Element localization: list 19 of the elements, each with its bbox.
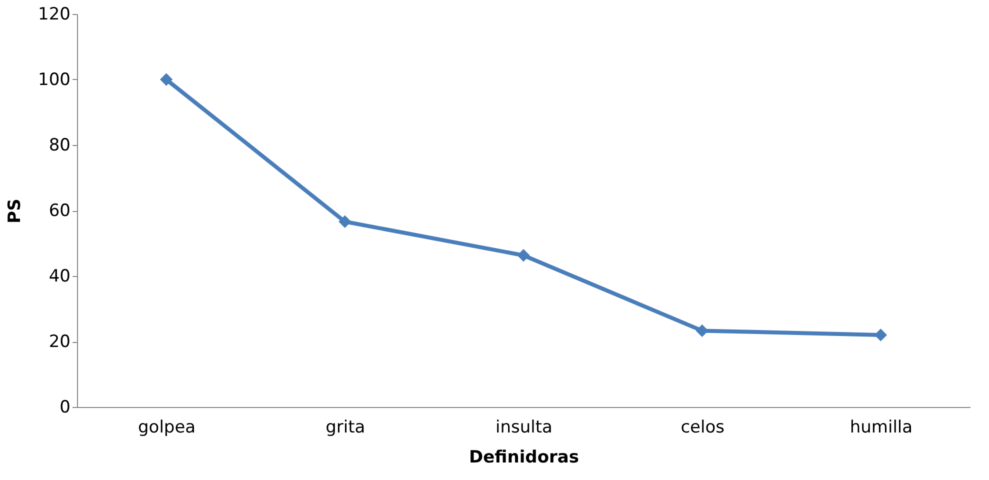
x-axis-title: Definidoras xyxy=(469,448,579,468)
y-tick-label: 80 xyxy=(48,136,70,156)
x-tick-label: grita xyxy=(326,418,366,438)
y-tick-label: 100 xyxy=(38,70,70,90)
x-tick-label: insulta xyxy=(496,418,552,438)
x-tick-label: celos xyxy=(680,418,725,438)
point xyxy=(338,215,352,228)
y-tick-label: 120 xyxy=(38,4,70,24)
point xyxy=(874,328,888,342)
point xyxy=(160,73,173,86)
y-tick-label: 60 xyxy=(48,201,70,221)
y-tick-label: 20 xyxy=(48,332,70,352)
y-tick-label: 40 xyxy=(48,266,70,286)
x-tick-label: golpea xyxy=(138,418,196,438)
x-tick-label: humilla xyxy=(850,418,913,438)
point xyxy=(517,249,530,262)
y-axis-title: PS xyxy=(5,198,26,224)
point xyxy=(696,324,708,338)
y-tick-label: 0 xyxy=(60,398,70,418)
